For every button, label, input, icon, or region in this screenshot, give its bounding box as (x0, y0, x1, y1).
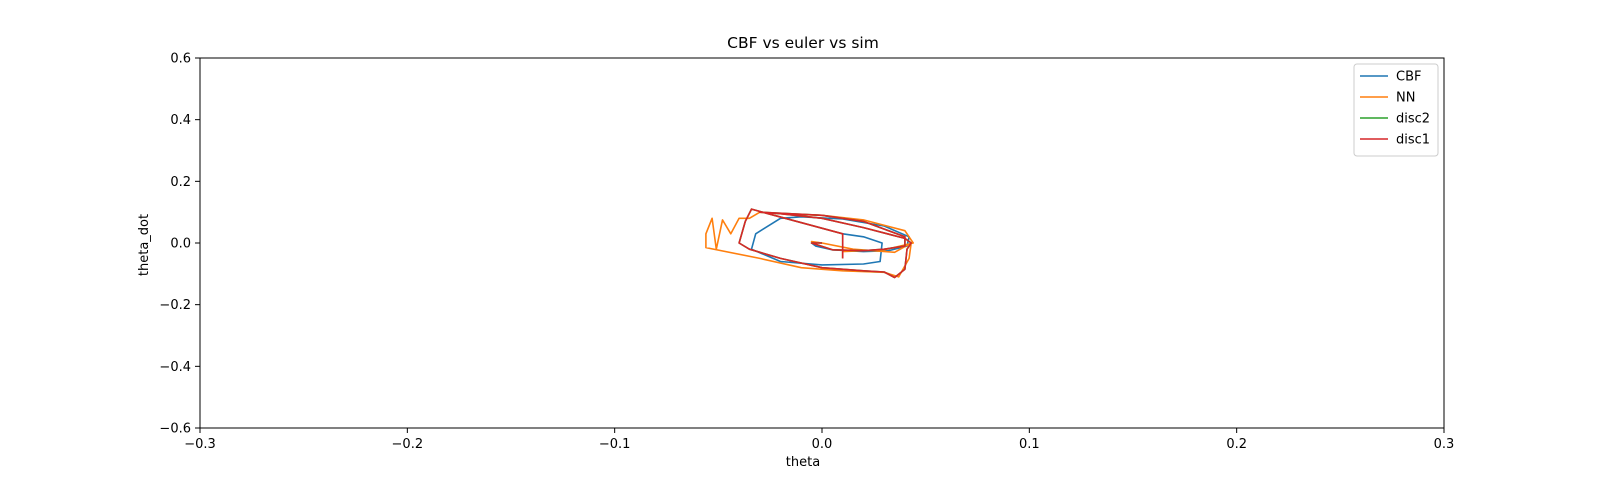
x-tick-label: −0.2 (392, 437, 424, 452)
series-line-disc1 (738, 208, 913, 279)
x-tick-label: 0.0 (812, 437, 833, 452)
legend-label-cbf: CBF (1396, 70, 1421, 85)
y-tick-label: −0.6 (159, 422, 191, 437)
x-tick-label: −0.3 (184, 437, 216, 452)
y-tick-label: −0.2 (159, 298, 191, 313)
y-tick-label: 0.4 (170, 113, 191, 128)
x-axis-label: theta (786, 455, 820, 470)
legend-label-nn: NN (1396, 91, 1415, 106)
legend-label-disc1: disc1 (1396, 133, 1430, 148)
y-axis-label: theta_dot (137, 214, 152, 276)
legend-label-disc2: disc2 (1396, 112, 1430, 127)
x-axis: −0.3 −0.2 −0.1 0.0 0.1 0.2 0.3 (184, 428, 1454, 452)
x-tick-label: 0.2 (1226, 437, 1247, 452)
y-tick-label: 0.2 (170, 175, 191, 190)
y-axis: 0.6 0.4 0.2 0.0 −0.2 −0.4 −0.6 (159, 52, 200, 437)
legend-box (1353, 63, 1439, 157)
chart-title: CBF vs euler vs sim (727, 34, 879, 52)
x-tick-label: 0.1 (1019, 437, 1040, 452)
series-layer (705, 208, 915, 279)
y-tick-label: 0.6 (170, 52, 191, 67)
legend: CBF NN disc2 disc1 (1353, 63, 1439, 157)
y-tick-label: 0.0 (170, 237, 191, 252)
x-tick-label: 0.3 (1434, 437, 1455, 452)
y-tick-label: −0.4 (159, 360, 191, 375)
x-tick-label: −0.1 (599, 437, 631, 452)
